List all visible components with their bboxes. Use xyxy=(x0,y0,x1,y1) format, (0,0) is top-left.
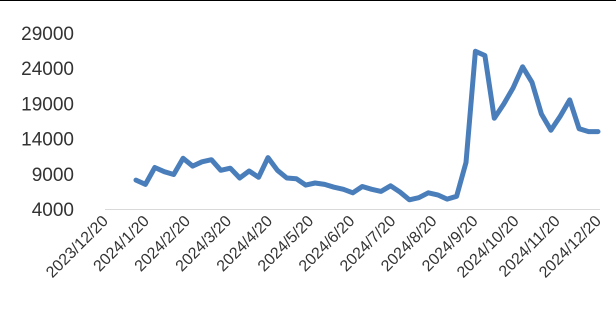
data-point xyxy=(550,130,551,131)
data-point xyxy=(503,104,504,105)
y-tick-label: 14000 xyxy=(21,130,74,151)
data-point xyxy=(532,82,533,83)
y-tick-label: 19000 xyxy=(21,94,74,115)
data-point xyxy=(522,66,523,67)
y-tick-label: 29000 xyxy=(21,24,74,45)
data-point xyxy=(484,55,485,56)
data-point xyxy=(428,192,429,193)
data-point xyxy=(211,159,212,160)
y-tick-label: 4000 xyxy=(32,200,74,221)
data-point xyxy=(437,194,438,195)
data-point xyxy=(136,180,137,181)
plot-area xyxy=(133,48,601,203)
data-point xyxy=(202,161,203,162)
data-point xyxy=(296,178,297,179)
data-point xyxy=(230,168,231,169)
data-point xyxy=(390,185,391,186)
data-point xyxy=(371,189,372,190)
data-point xyxy=(277,170,278,171)
data-point xyxy=(239,178,240,179)
data-point xyxy=(541,114,542,115)
data-point xyxy=(475,51,476,52)
data-point xyxy=(409,199,410,200)
data-point xyxy=(456,196,457,197)
data-point xyxy=(183,158,184,159)
data-point xyxy=(418,197,419,198)
y-tick-label: 24000 xyxy=(21,59,74,80)
data-point xyxy=(258,177,259,178)
data-point xyxy=(343,189,344,190)
series-line xyxy=(133,48,601,203)
data-point xyxy=(466,162,467,163)
data-point xyxy=(560,116,561,117)
data-point xyxy=(315,183,316,184)
data-point xyxy=(154,167,155,168)
data-point xyxy=(305,185,306,186)
data-point xyxy=(513,87,514,88)
x-axis: 2023/12/202024/1/202024/2/202024/3/20202… xyxy=(43,209,605,281)
data-point xyxy=(381,191,382,192)
data-point xyxy=(164,171,165,172)
data-point xyxy=(362,186,363,187)
data-point xyxy=(494,118,495,119)
data-point xyxy=(598,131,599,132)
data-point xyxy=(268,157,269,158)
data-point xyxy=(588,131,589,132)
data-point xyxy=(286,178,287,179)
data-point xyxy=(145,184,146,185)
y-tick-label: 9000 xyxy=(32,165,74,186)
data-point xyxy=(334,187,335,188)
data-point xyxy=(569,99,570,100)
data-point xyxy=(249,171,250,172)
data-point xyxy=(220,170,221,171)
y-axis: 29000 24000 19000 14000 9000 4000 xyxy=(21,24,74,221)
data-point xyxy=(447,199,448,200)
data-point xyxy=(400,192,401,193)
data-point xyxy=(352,192,353,193)
data-point xyxy=(324,184,325,185)
data-point xyxy=(579,128,580,129)
data-point xyxy=(173,174,174,175)
data-point xyxy=(192,166,193,167)
